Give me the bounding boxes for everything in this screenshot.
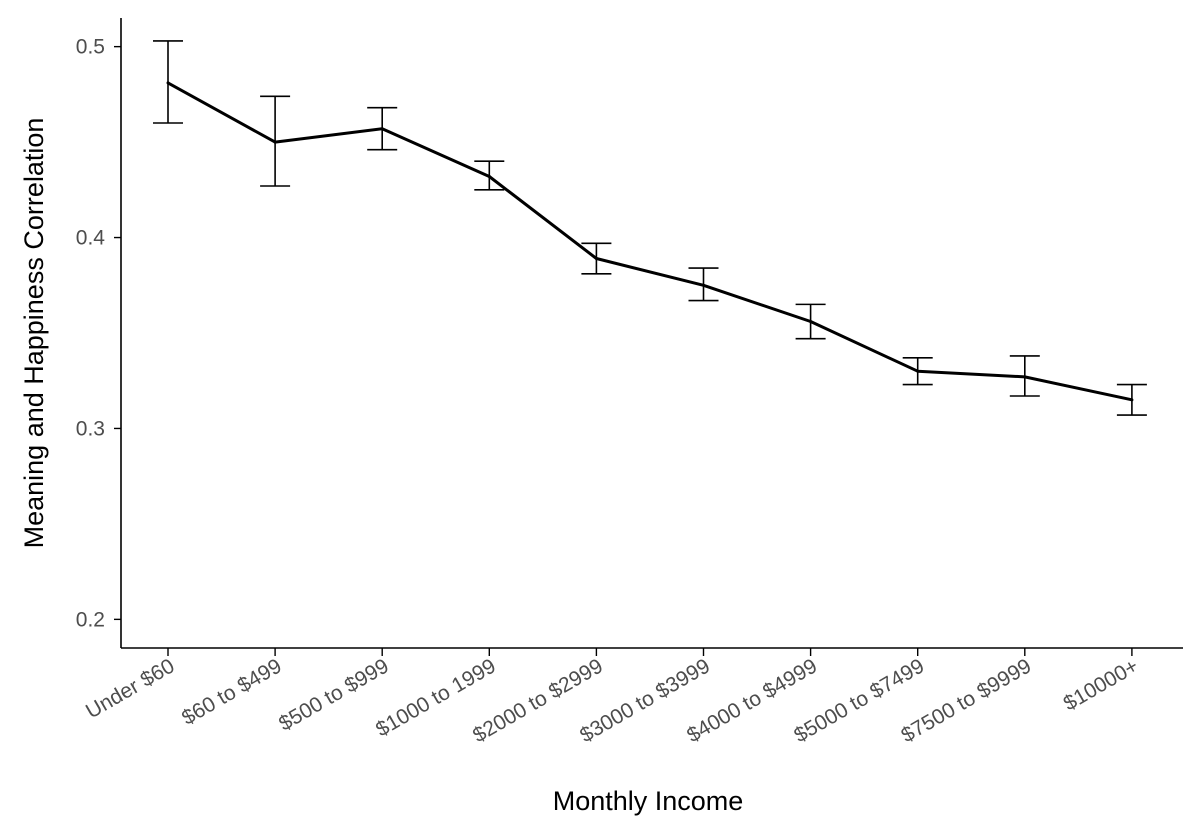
- data-point: [809, 320, 813, 324]
- data-point: [594, 257, 598, 261]
- data-point: [1130, 398, 1134, 402]
- data-point: [702, 283, 705, 287]
- axes: [120, 18, 1183, 649]
- x-axis-title: Monthly Income: [553, 786, 744, 816]
- y-tick-label: 0.4: [76, 227, 106, 250]
- x-tick-label: $10000+: [1060, 654, 1143, 715]
- x-tick-label: $60 to $499: [178, 654, 286, 729]
- data-point: [487, 174, 491, 178]
- y-tick-label: 0.5: [76, 36, 105, 59]
- data-point: [166, 81, 170, 85]
- y-axis-title: Meaning and Happiness Correlation: [19, 118, 49, 549]
- x-tick-label: Under $60: [82, 654, 178, 723]
- y-tick-label: 0.2: [76, 608, 105, 631]
- y-tick-label: 0.3: [76, 417, 105, 440]
- data-point: [273, 140, 277, 144]
- y-ticks: 0.2 0.3 0.4 0.5: [76, 36, 121, 631]
- series-line: [167, 81, 1133, 402]
- data-point: [1023, 375, 1027, 379]
- series: [166, 81, 1134, 402]
- data-point: [380, 127, 384, 131]
- data-point: [916, 369, 920, 373]
- x-ticks: Under $60 $60 to $499$500 to $999$1000 to…: [82, 648, 1142, 747]
- error-bars: [153, 40, 1147, 416]
